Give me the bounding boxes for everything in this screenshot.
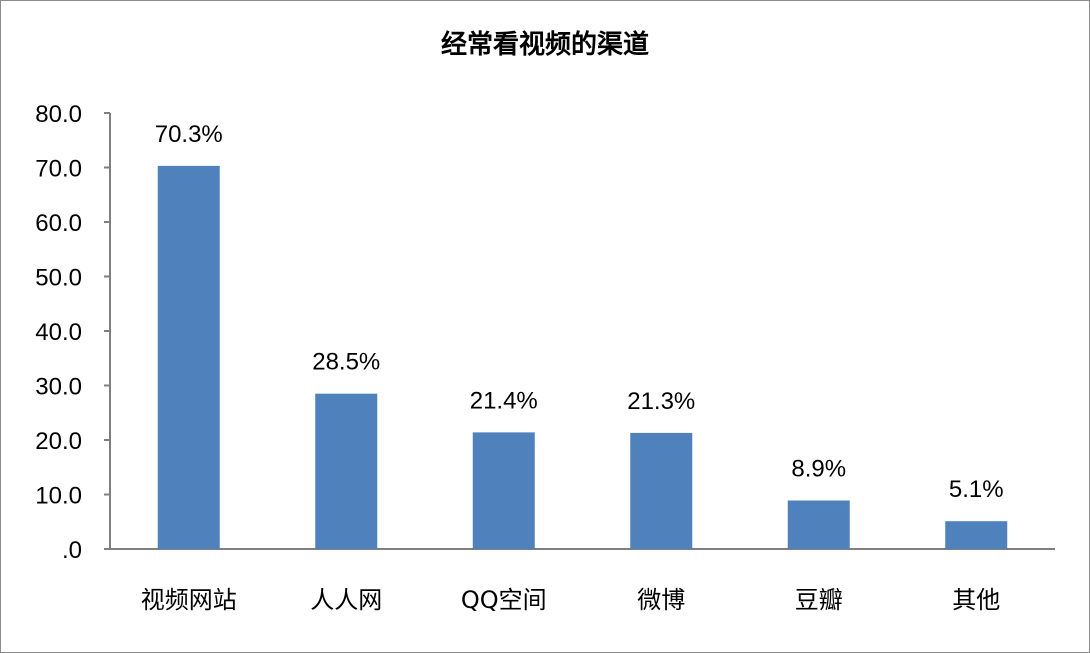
bar-1: [157, 165, 220, 550]
data-label: 21.4%: [470, 387, 538, 414]
bar-6: [945, 521, 1008, 549]
data-label: 5.1%: [949, 476, 1004, 503]
bar-2: [315, 393, 378, 549]
data-labels: 70.3% 28.5% 21.4% 21.3% 8.9% 5.1%: [155, 121, 1004, 503]
category-label: 人人网: [310, 586, 382, 614]
y-tick-label: 30.0: [35, 374, 82, 401]
data-label: 70.3%: [155, 121, 223, 148]
data-label: 8.9%: [791, 455, 846, 482]
category-label: QQ空间: [461, 586, 547, 614]
category-label: 豆瓣: [795, 586, 843, 614]
y-tick-label: 80.0: [35, 101, 82, 128]
y-tick-label: 10.0: [35, 483, 82, 510]
y-tick-label: 70.0: [35, 156, 82, 183]
y-tick-label: 20.0: [35, 428, 82, 455]
axes: [109, 113, 1055, 550]
category-labels: 视频网站 人人网 QQ空间 微博 豆瓣 其他: [141, 586, 1001, 614]
bar-3: [472, 432, 535, 549]
category-label: 微博: [637, 586, 685, 614]
data-label: 21.3%: [627, 388, 695, 415]
bar-4: [630, 432, 693, 549]
y-axis-ticks: .0 10.0 20.0 30.0 40.0 50.0 60.0 70.0 80.0: [35, 101, 110, 564]
y-tick-label: .0: [62, 537, 82, 564]
y-tick-label: 40.0: [35, 319, 82, 346]
y-tick-label: 60.0: [35, 210, 82, 237]
data-label: 28.5%: [312, 349, 380, 376]
bars: [157, 165, 1008, 550]
category-label: 视频网站: [141, 586, 237, 614]
y-tick-label: 50.0: [35, 265, 82, 292]
chart-title: 经常看视频的渠道: [440, 30, 649, 60]
category-label: 其他: [952, 586, 1000, 614]
bar-5: [787, 500, 850, 549]
